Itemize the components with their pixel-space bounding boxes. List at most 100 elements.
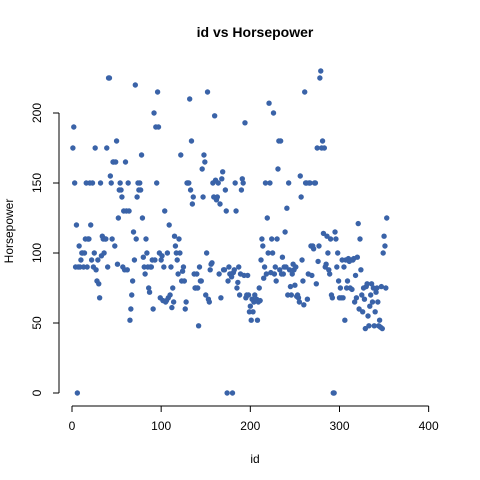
data-point (170, 285, 176, 291)
y-tick-label: 0 (30, 389, 44, 396)
data-point (293, 264, 299, 270)
data-points (70, 68, 390, 396)
y-axis-label: Horsepower (2, 199, 16, 264)
data-point (219, 176, 225, 182)
data-point (275, 166, 281, 172)
data-point (261, 275, 267, 281)
data-point (137, 187, 144, 193)
data-point (382, 243, 388, 249)
data-point (128, 306, 134, 312)
data-point (167, 292, 173, 298)
data-point (172, 243, 179, 249)
data-point (331, 390, 337, 396)
data-point (195, 323, 202, 329)
data-point (367, 303, 373, 309)
data-point (327, 236, 334, 242)
data-point (175, 271, 181, 277)
data-point (352, 272, 359, 279)
data-point (240, 180, 246, 186)
data-point (284, 205, 290, 211)
data-point (150, 306, 156, 312)
data-point (209, 260, 215, 266)
data-point (315, 258, 321, 265)
data-point (244, 272, 251, 279)
data-point (257, 297, 263, 304)
data-point (307, 180, 313, 186)
data-point (369, 299, 376, 305)
data-point (169, 304, 175, 311)
data-point (371, 323, 377, 329)
data-point (124, 267, 130, 273)
data-point (340, 295, 346, 301)
data-point (277, 267, 283, 273)
data-point (298, 194, 304, 200)
y-axis: 0 50 100 150 200 (30, 103, 60, 396)
data-point (367, 292, 374, 298)
data-point (234, 285, 240, 291)
data-point (355, 220, 361, 227)
data-point (117, 180, 123, 186)
data-point (317, 75, 323, 81)
data-point (132, 82, 139, 88)
data-point (224, 390, 230, 396)
data-point (146, 289, 153, 295)
data-point (351, 299, 358, 305)
data-point (103, 236, 109, 242)
data-point (155, 124, 162, 130)
data-point (214, 194, 221, 200)
data-point (201, 152, 207, 158)
data-point (265, 250, 271, 256)
data-point (215, 180, 221, 186)
data-point (161, 264, 167, 270)
data-point (375, 299, 381, 305)
data-point (236, 264, 242, 270)
data-point (112, 159, 119, 165)
data-point (332, 229, 338, 235)
x-tick-label: 200 (240, 419, 260, 433)
data-point (108, 180, 114, 186)
data-point (349, 286, 355, 293)
data-point (194, 271, 200, 277)
data-point (119, 194, 125, 200)
y-tick-label: 100 (30, 243, 44, 263)
data-point (233, 208, 239, 214)
data-point (231, 267, 237, 273)
data-point (239, 176, 245, 182)
data-point (292, 282, 298, 288)
data-point (131, 257, 138, 263)
data-point (236, 292, 243, 298)
data-point (354, 254, 361, 260)
x-tick-label: 300 (329, 419, 349, 433)
y-tick-label: 50 (30, 316, 44, 330)
data-point (225, 278, 231, 284)
data-point (133, 236, 139, 242)
data-point (159, 253, 165, 259)
data-point (154, 89, 161, 95)
data-point (130, 229, 137, 235)
data-point (309, 272, 315, 279)
data-point (186, 96, 193, 102)
data-point (104, 145, 110, 151)
data-point (145, 285, 152, 291)
data-point (195, 285, 201, 291)
data-point (134, 194, 140, 200)
data-point (359, 292, 365, 298)
data-point (88, 222, 94, 228)
data-point (318, 68, 324, 74)
data-point (381, 233, 387, 239)
data-point (383, 285, 389, 291)
data-point (92, 145, 98, 151)
data-point (277, 138, 284, 144)
data-point (190, 194, 196, 200)
data-point (297, 173, 303, 179)
data-point (107, 173, 114, 179)
data-point (238, 187, 245, 193)
data-point (127, 317, 133, 323)
data-point (138, 152, 145, 158)
data-point (342, 317, 348, 323)
data-point (316, 243, 322, 249)
data-point (335, 250, 341, 256)
data-point (256, 285, 262, 291)
data-point (279, 254, 286, 260)
